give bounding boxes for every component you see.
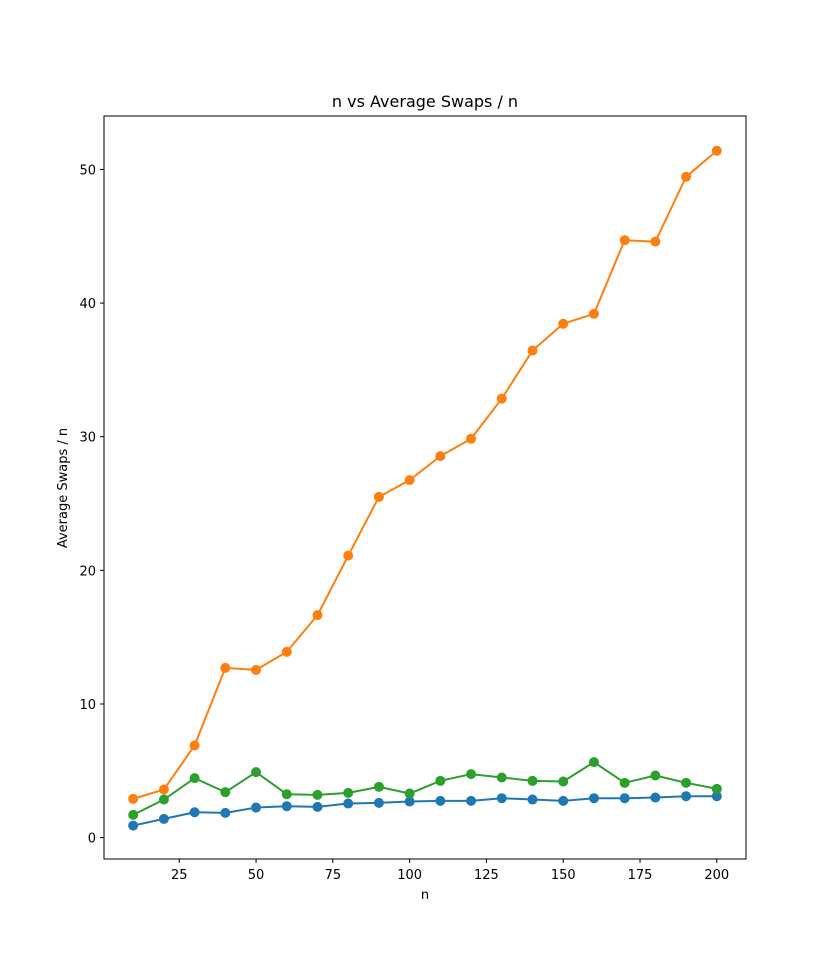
series-1-point [251,664,262,675]
series-0-point [496,793,507,804]
series-1-point [373,491,384,502]
series-2-point [681,777,692,788]
x-tick-label: 125 [474,868,499,883]
series-0-point [281,801,292,812]
series-0-point [711,791,722,802]
series-0-point [404,796,415,807]
series-2-point [281,789,292,800]
y-tick-label: 50 [79,163,96,178]
series-1-point [404,475,415,486]
x-tick-label: 50 [248,868,265,883]
series-0-point [681,791,692,802]
series-0-line [131,795,718,827]
series-1-point [681,171,692,182]
series-2-point [711,783,722,794]
series-2-point [158,794,169,805]
series-2-point [527,775,538,786]
series-2-point [251,767,262,778]
series-0-point [373,797,384,808]
y-tick-label: 20 [79,564,96,579]
series-2-point [435,775,446,786]
series-1-point [588,308,599,319]
series-0-point [251,802,262,813]
series-1-point [158,784,169,795]
series-0-point [558,795,569,806]
series-2-point [466,769,477,780]
series-1-point [711,145,722,156]
series-1-point [128,793,139,804]
series-1-point [189,740,200,751]
plot-layer: 25 50 75 100 125 150 175 200 0 10 20 30 40 50 [79,115,747,883]
series-1-line [131,149,719,801]
series-2-point [619,777,630,788]
series-0-point [158,813,169,824]
series-2-point [373,781,384,792]
series-0-point [650,792,661,803]
y-tick-label: 40 [79,297,96,312]
series-1-point [435,451,446,462]
series-1-point [558,318,569,329]
series-1-point [650,236,661,247]
series-1-point [343,550,354,561]
series-2-point [128,809,139,820]
series-0-point [312,801,323,812]
series-1-point [619,235,630,246]
series-0-point [588,793,599,804]
y-tick-label: 0 [88,832,96,847]
series-0-point [189,807,200,818]
x-tick-label: 25 [171,868,188,883]
series-0-point [343,798,354,809]
plot-frame [103,115,747,860]
series-1-point [281,646,292,657]
series-0-point [220,807,231,818]
x-tick-label: 100 [397,868,422,883]
x-tick-label: 200 [704,868,729,883]
series-2-point [343,787,354,798]
series-1-point [220,662,231,673]
series-2-point [404,788,415,799]
series-1-point [496,393,507,404]
series-2-point [312,789,323,800]
series-0-point [619,793,630,804]
series-1-point [527,345,538,356]
y-axis-label: Average Swaps / n [56,428,71,548]
x-tick-label: 75 [325,868,342,883]
series-2-point [496,772,507,783]
x-tick-label: 175 [628,868,653,883]
x-axis-label: n [421,888,429,903]
chart-title: n vs Average Swaps / n [332,92,518,111]
series-2-line [131,761,718,817]
series-0-point [527,794,538,805]
series-2-point [588,757,599,768]
series-1-point [312,610,323,621]
series-0-point [128,820,139,831]
y-tick-label: 30 [79,431,96,446]
series-1-point [466,433,477,444]
series-0-point [466,795,477,806]
series-2-point [558,776,569,787]
series-2-point [220,787,231,798]
series-0-point [435,795,446,806]
series-2-point [650,770,661,781]
y-tick-label: 10 [79,698,96,713]
series-2-point [189,773,200,784]
x-tick-label: 150 [551,868,576,883]
